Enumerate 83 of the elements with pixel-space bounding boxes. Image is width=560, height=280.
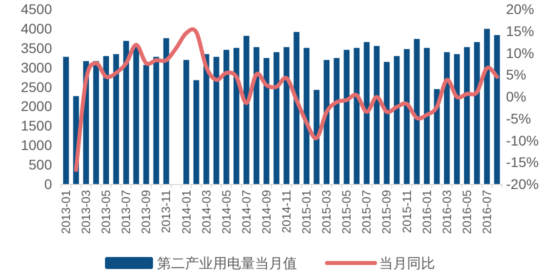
bar <box>464 47 470 184</box>
x-tick-label: 2015-09 <box>380 190 394 234</box>
x-tick-label: 2014-01 <box>179 190 194 234</box>
x-tick-label: 2016-05 <box>460 190 474 234</box>
legend-label: 第二产业用电量当月值 <box>157 255 297 271</box>
bar <box>103 56 109 184</box>
bar <box>454 54 460 184</box>
bar <box>374 46 380 184</box>
bar <box>234 48 240 184</box>
x-tick-label: 2015-05 <box>340 190 354 234</box>
legend-label: 当月同比 <box>379 255 435 271</box>
bar <box>354 48 360 184</box>
x-tick-label: 2013-09 <box>139 190 154 234</box>
bar <box>344 50 350 184</box>
x-tick-label: 2014-09 <box>259 190 274 234</box>
bar <box>274 52 280 184</box>
y2-tick-label: -15% <box>506 154 539 170</box>
y-tick-label: 0 <box>44 176 52 192</box>
bar <box>254 47 260 184</box>
bar <box>424 48 430 184</box>
y2-tick-label: 20% <box>506 1 534 17</box>
bar <box>183 60 190 184</box>
x-tick-label: 2015-03 <box>320 190 334 234</box>
bar <box>444 52 450 184</box>
y-tick-label: 2500 <box>20 78 52 95</box>
bar <box>284 47 290 184</box>
y2-tick-label: 0% <box>506 88 526 104</box>
bar <box>404 49 410 184</box>
bar <box>294 32 300 184</box>
x-tick-label: 2016-01 <box>420 190 434 234</box>
x-tick-label: 2013-05 <box>99 190 114 234</box>
x-tick-label: 2013-07 <box>119 190 134 234</box>
bar <box>394 56 400 184</box>
bar <box>384 62 390 184</box>
y2-tick-label: -20% <box>506 176 539 192</box>
x-tick-label: 2013-03 <box>79 190 94 234</box>
bar <box>364 42 370 184</box>
bar <box>264 58 270 184</box>
bar <box>434 89 440 184</box>
bar <box>123 40 130 184</box>
y2-tick-label: 5% <box>506 66 526 83</box>
y-tick-label: 4000 <box>20 20 52 36</box>
bar <box>324 60 330 184</box>
bar <box>334 58 340 184</box>
x-tick-label: 2013-11 <box>159 190 174 234</box>
bar <box>93 61 99 184</box>
y2-tick-label: 10% <box>506 44 534 61</box>
bar <box>163 38 170 184</box>
bar <box>153 56 160 184</box>
y-tick-label: 500 <box>28 156 52 173</box>
x-tick-label: 2014-03 <box>199 190 214 234</box>
bar <box>474 42 480 184</box>
bar <box>133 47 140 184</box>
y-tick-label: 3500 <box>20 40 52 56</box>
x-tick-label: 2014-07 <box>239 190 254 234</box>
y2-tick-label: -10% <box>506 132 539 148</box>
bar <box>414 38 420 184</box>
y-tick-label: 1500 <box>20 118 52 134</box>
bar <box>63 56 69 184</box>
bar <box>143 65 150 184</box>
y-tick-label: 4500 <box>20 1 52 17</box>
bar <box>304 48 310 184</box>
y-tick-label: 3000 <box>20 59 52 76</box>
y-tick-label: 1000 <box>20 137 52 154</box>
bar <box>484 28 490 184</box>
bar <box>113 54 120 184</box>
bar <box>244 36 250 184</box>
bar <box>223 50 230 184</box>
x-tick-label: 2013-01 <box>59 190 74 234</box>
bar <box>314 90 320 184</box>
bar <box>213 56 220 184</box>
x-tick-label: 2014-05 <box>219 190 234 234</box>
y2-tick-label: 15% <box>506 22 534 39</box>
bar <box>494 35 500 184</box>
x-tick-label: 2015-07 <box>360 190 374 234</box>
y-tick-label: 2000 <box>20 98 52 114</box>
bar <box>193 80 200 184</box>
x-tick-label: 2016-03 <box>440 190 454 234</box>
y2-tick-label: -5% <box>506 110 531 126</box>
x-tick-label: 2014-11 <box>280 190 294 234</box>
x-tick-label: 2015-01 <box>300 190 314 234</box>
x-tick-label: 2015-11 <box>400 190 414 234</box>
x-tick-label: 2016-07 <box>480 190 494 234</box>
